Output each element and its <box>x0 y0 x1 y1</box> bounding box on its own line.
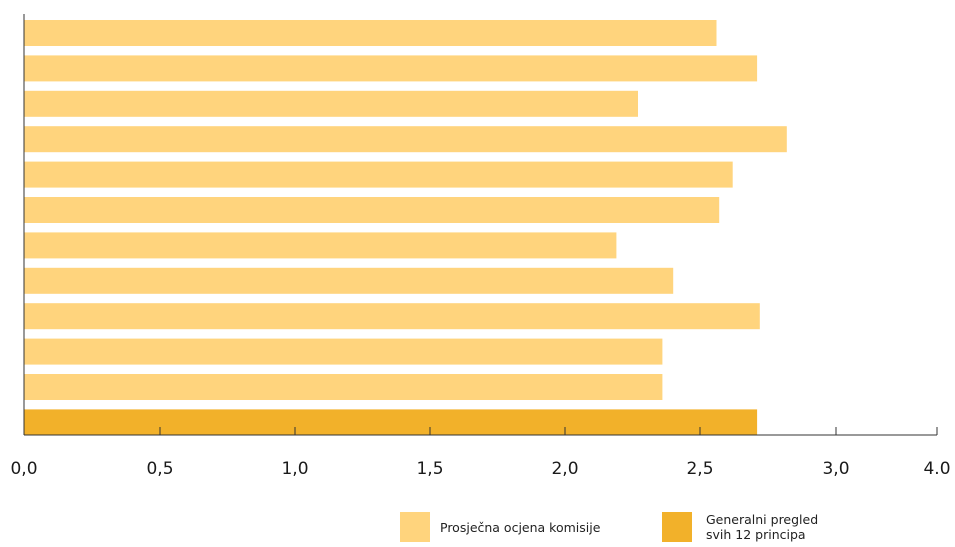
x-ticks-group: 0,0 0,5 1,0 1,5 2,0 2,5 3,0 4.0 <box>10 427 951 479</box>
bar-1 <box>24 20 717 46</box>
legend-item-commission-average: Prosječna ocjena komisije <box>400 512 600 542</box>
bar-5 <box>24 161 733 188</box>
legend-label-commission-average: Prosječna ocjena komisije <box>440 520 601 535</box>
bar-2 <box>24 55 758 82</box>
bars-group <box>24 20 787 436</box>
legend-item-overall-review: Generalni pregled svih 12 principa <box>662 512 818 542</box>
axes-group <box>23 14 937 436</box>
bar-11 <box>24 374 663 400</box>
legend-swatch-commission-average <box>400 512 430 542</box>
x-tick-label: 0,0 <box>10 459 37 479</box>
x-tick-label: 2,0 <box>551 459 578 479</box>
x-tick-label: 0,5 <box>146 459 173 479</box>
bar-12 <box>24 409 758 436</box>
x-tick-label: 1,5 <box>416 459 443 479</box>
x-tick-label: 4.0 <box>923 459 950 479</box>
bar-6 <box>24 197 720 223</box>
bar-7 <box>24 232 617 259</box>
bar-3 <box>24 90 638 117</box>
legend-swatch-overall-review <box>662 512 692 542</box>
x-tick-label: 2,5 <box>686 459 713 479</box>
bar-4 <box>24 126 787 153</box>
bar-8 <box>24 267 674 294</box>
legend-label-overall-review: Generalni pregled svih 12 principa <box>706 512 819 542</box>
x-tick-label: 3,0 <box>822 459 849 479</box>
x-tick-label: 1,0 <box>281 459 308 479</box>
bar-9 <box>24 303 760 330</box>
bar-10 <box>24 338 663 365</box>
